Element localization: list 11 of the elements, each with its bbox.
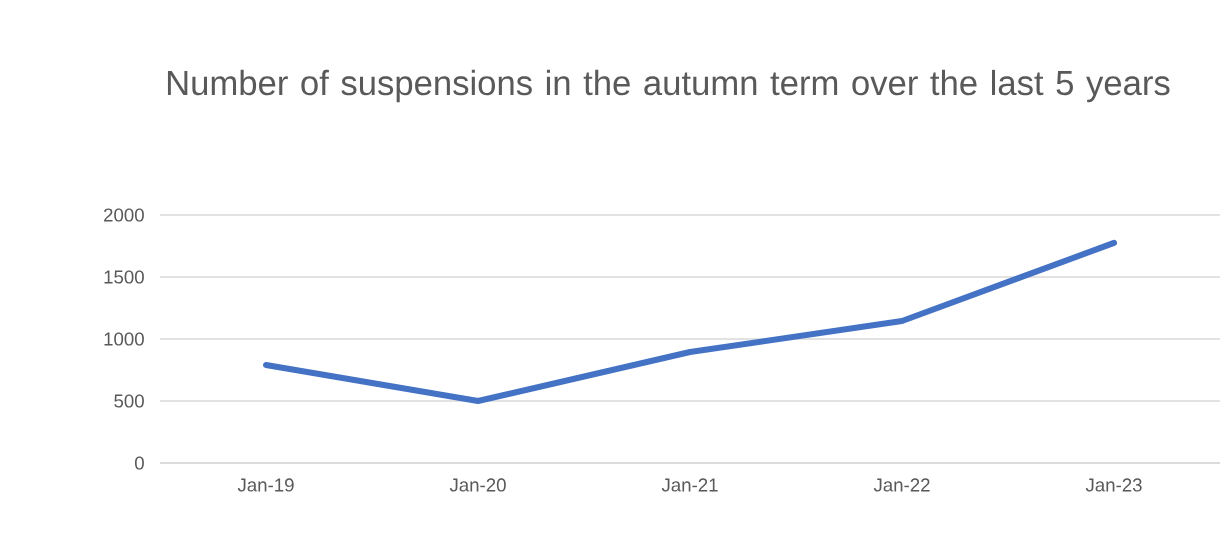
y-tick-label: 1000 [104, 332, 144, 346]
x-tick-label: Jan-19 [237, 478, 294, 492]
y-tick-label: 2000 [104, 208, 144, 222]
chart-title: Number of suspensions in the autumn term over the last 5 years [167, 69, 1170, 103]
x-tick-label: Jan-22 [873, 478, 930, 492]
x-tick-label: Jan-21 [661, 478, 718, 492]
y-tick-label: 1500 [104, 270, 144, 284]
x-tick-label: Jan-20 [449, 478, 506, 492]
y-tick-label: 0 [134, 456, 144, 470]
y-tick-label: 500 [114, 394, 144, 408]
x-tick-label: Jan-23 [1085, 478, 1142, 492]
